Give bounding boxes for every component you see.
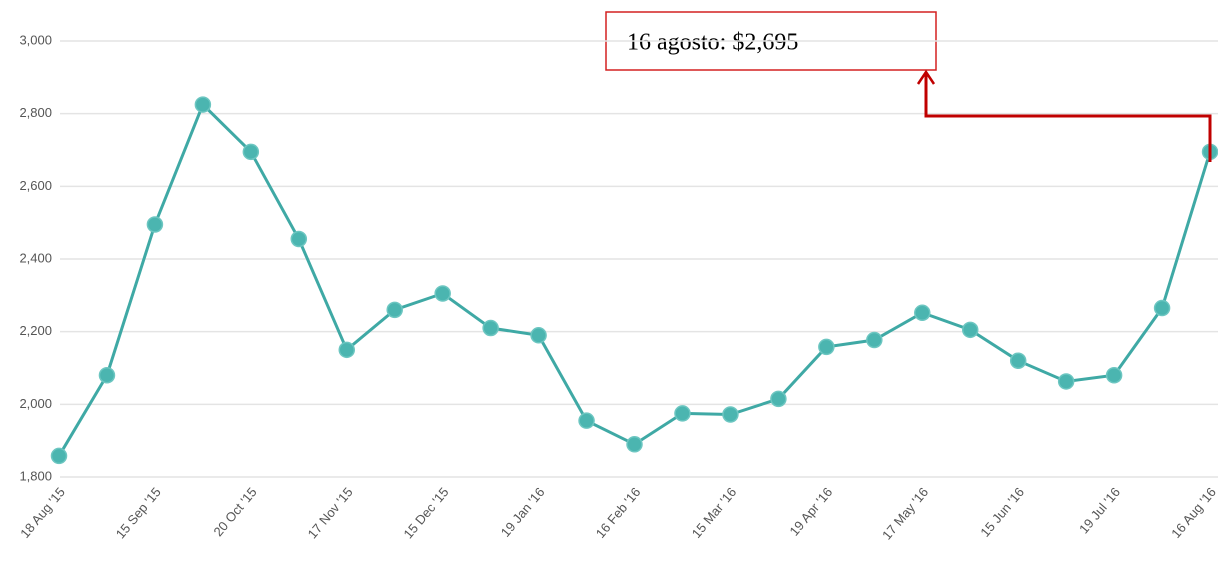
y-tick-label: 2,600 bbox=[19, 178, 52, 193]
marker bbox=[1009, 352, 1027, 369]
marker bbox=[386, 301, 403, 319]
marker bbox=[290, 230, 308, 248]
line bbox=[57, 101, 1212, 457]
x-tick-label: 16 Aug '16 bbox=[1168, 484, 1218, 540]
marker bbox=[914, 304, 931, 322]
x-tick-label: 17 Nov '15 bbox=[305, 484, 356, 541]
marker bbox=[98, 367, 116, 384]
marker bbox=[818, 338, 835, 356]
y-tick-label: 1,800 bbox=[19, 468, 52, 483]
annotation-arrowhead bbox=[916, 69, 936, 85]
x-tick-label: 15 Mar '16 bbox=[689, 484, 740, 540]
y-tick-label: 2,200 bbox=[19, 323, 52, 338]
marker bbox=[194, 96, 212, 113]
x-tick-label: 15 Sep '15 bbox=[113, 484, 164, 541]
marker bbox=[50, 447, 68, 465]
x-tick-label: 19 Jan '16 bbox=[498, 484, 548, 539]
x-tick-label: 15 Jun '16 bbox=[977, 484, 1027, 539]
marker bbox=[866, 331, 883, 349]
x-tick-label: 19 Apr '16 bbox=[786, 484, 835, 538]
x-tick-label: 18 Aug '15 bbox=[17, 484, 68, 540]
marker bbox=[146, 216, 164, 233]
marker bbox=[961, 321, 979, 339]
y-tick-label: 2,800 bbox=[19, 105, 52, 120]
marker bbox=[338, 341, 356, 359]
marker bbox=[626, 436, 643, 453]
y-tick-label: 2,000 bbox=[19, 396, 52, 411]
x-tick-label: 19 Jul '16 bbox=[1076, 484, 1123, 536]
x-tick-label: 17 May '16 bbox=[879, 484, 931, 542]
x-tick-label: 15 Dec '15 bbox=[400, 484, 451, 541]
marker bbox=[674, 405, 691, 422]
annotation: 16 agosto: $2,695 bbox=[627, 30, 798, 56]
marker bbox=[578, 412, 595, 429]
marker bbox=[1153, 299, 1171, 317]
marker bbox=[482, 319, 499, 337]
marker bbox=[530, 327, 547, 344]
marker bbox=[1105, 367, 1123, 384]
marker bbox=[242, 143, 260, 161]
y-tick-label: 3,000 bbox=[19, 32, 52, 47]
marker bbox=[434, 285, 451, 302]
x-tick-label: 16 Feb '16 bbox=[593, 484, 644, 540]
annotation-connector bbox=[924, 72, 1212, 162]
y-tick-label: 2,400 bbox=[19, 250, 52, 265]
marker bbox=[1057, 373, 1075, 390]
x-tick-label: 20 Oct '15 bbox=[210, 484, 259, 539]
marker bbox=[722, 406, 739, 423]
marker bbox=[770, 390, 787, 408]
